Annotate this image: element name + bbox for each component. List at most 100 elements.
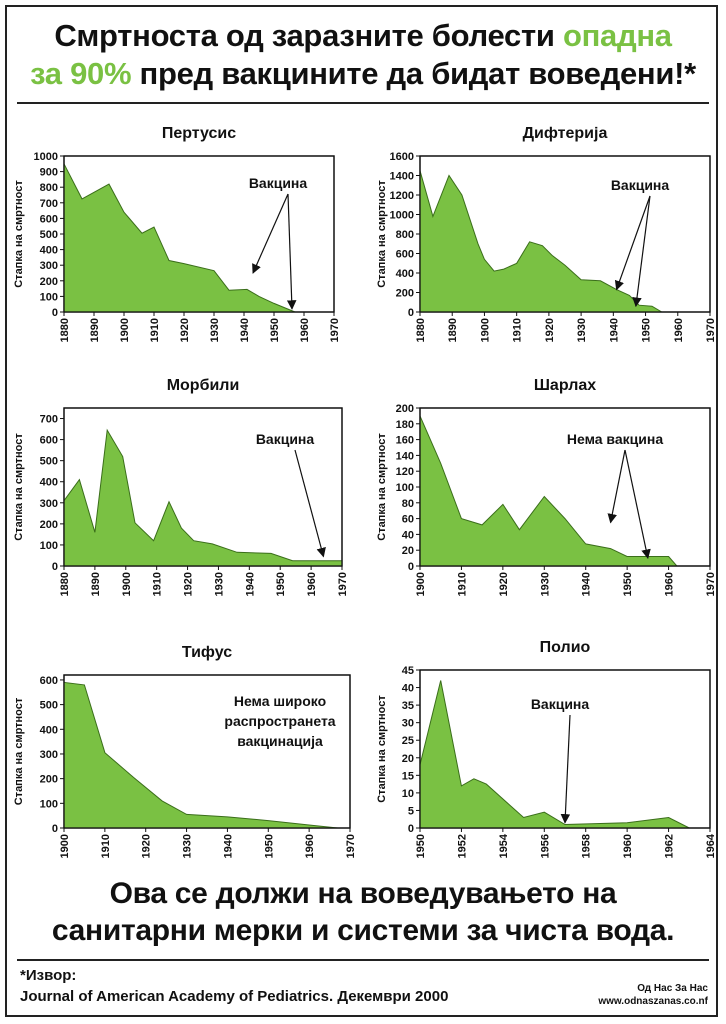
y-tick-label: 0 <box>52 823 58 835</box>
x-tick-label: 1880 <box>59 318 71 342</box>
x-tick-label: 1960 <box>622 834 634 858</box>
x-tick-label: 1960 <box>664 572 676 596</box>
area-series <box>63 428 343 567</box>
y-tick-label: 400 <box>40 245 58 257</box>
x-tick-label: 1920 <box>498 572 510 596</box>
x-tick-label: 1940 <box>222 834 234 858</box>
brand-url: www.odnaszanas.co.nf <box>598 996 708 1007</box>
x-tick-label: 1960 <box>306 572 318 596</box>
x-tick-label: 1950 <box>622 572 634 596</box>
y-tick-label: 60 <box>402 514 414 526</box>
source-label: *Извор: <box>20 967 77 984</box>
x-tick-label: 1950 <box>269 318 281 342</box>
y-tick-label: 400 <box>40 477 58 489</box>
x-tick-label: 1920 <box>183 572 195 596</box>
x-tick-label: 1930 <box>539 572 551 596</box>
y-tick-label: 200 <box>40 276 58 288</box>
chart-typhoid: Тифус 0 100 200 300 400 500 600 1900 1910 1920 1930… <box>13 644 357 858</box>
chart-title: Полио <box>540 639 591 656</box>
y-tick-label: 1600 <box>390 151 414 163</box>
y-tick-label: 0 <box>52 307 58 319</box>
y-tick-label: 400 <box>396 268 414 280</box>
y-tick-label: 35 <box>402 700 414 712</box>
y-tick-label: 500 <box>40 700 58 712</box>
chart-scarlet-fever: Шарлах 0 20 40 60 80 100 120 140 160 180 200 1900 191… <box>376 377 717 596</box>
x-tick-label: 1970 <box>329 318 341 342</box>
x-tick-label: 1970 <box>345 834 357 858</box>
headline-highlight: опадна <box>562 18 672 53</box>
y-tick-label: 400 <box>40 724 58 736</box>
headline-line-2: за 90% пред вакцините да бидат воведени!… <box>30 56 696 91</box>
chart-measles: Морбили 0 100 200 300 400 500 600 700 1880 1890 190… <box>13 377 349 596</box>
y-tick-label: 45 <box>402 665 414 677</box>
y-tick-label: 700 <box>40 414 58 426</box>
divider-bottom <box>17 959 709 961</box>
x-tick-label: 1930 <box>209 318 221 342</box>
annotation-arrow <box>560 714 571 824</box>
y-tick-label: 1000 <box>34 151 58 163</box>
x-tick-label: 1910 <box>456 572 468 596</box>
chart-diphtheria: Дифтерија 0 200 400 600 800 1000 1200 1400 1600 18… <box>376 125 717 342</box>
x-tick-label: 1940 <box>239 318 251 342</box>
annotation-arrow <box>624 449 651 560</box>
annotation-label: распространета <box>224 713 335 729</box>
x-tick-label: 1940 <box>244 572 256 596</box>
x-tick-label: 1910 <box>512 318 524 342</box>
chart-pertussis: Пертусис 0 100 200 300 400 500 600 700 800 900 1000… <box>13 125 341 342</box>
x-tick-label: 1950 <box>263 834 275 858</box>
x-tick-label: 1950 <box>641 318 653 342</box>
annotation-arrow <box>607 449 626 524</box>
x-tick-label: 1960 <box>299 318 311 342</box>
footer-line-2: санитарни мерки и системи за чиста вода. <box>51 914 675 947</box>
y-tick-label: 160 <box>396 435 414 447</box>
y-tick-label: 1000 <box>390 210 414 222</box>
x-tick-label: 1962 <box>664 834 676 858</box>
y-tick-label: 100 <box>40 798 58 810</box>
chart-title: Дифтерија <box>523 125 608 142</box>
y-tick-label: 20 <box>402 545 414 557</box>
x-tick-label: 1952 <box>456 834 468 858</box>
y-tick-label: 0 <box>52 561 58 573</box>
x-tick-label: 1964 <box>705 833 717 858</box>
y-tick-label: 600 <box>40 435 58 447</box>
x-tick-label: 1890 <box>90 572 102 596</box>
x-tick-label: 1950 <box>275 572 287 596</box>
annotation-label: Нема широко <box>234 693 326 709</box>
y-axis-label: Стапка на смртност <box>13 433 25 541</box>
y-tick-label: 100 <box>40 540 58 552</box>
chart-title: Пертусис <box>162 125 236 142</box>
y-tick-label: 80 <box>402 498 414 510</box>
x-tick-label: 1880 <box>59 572 71 596</box>
y-tick-label: 100 <box>396 482 414 494</box>
x-tick-label: 1956 <box>539 834 551 858</box>
x-tick-label: 1910 <box>149 318 161 342</box>
y-tick-label: 300 <box>40 749 58 761</box>
chart-title: Шарлах <box>534 377 596 394</box>
x-tick-label: 1930 <box>213 572 225 596</box>
y-tick-label: 500 <box>40 229 58 241</box>
y-tick-label: 900 <box>40 167 58 179</box>
annotation-arrow <box>252 193 289 274</box>
y-tick-label: 200 <box>396 288 414 300</box>
annotation-label: Вакцина <box>249 175 308 191</box>
y-tick-label: 5 <box>408 805 414 817</box>
x-tick-label: 1960 <box>673 318 685 342</box>
y-tick-label: 200 <box>396 403 414 415</box>
y-tick-label: 25 <box>402 735 414 747</box>
x-tick-label: 1954 <box>498 833 510 858</box>
annotation-label: Вакцина <box>611 177 670 193</box>
y-tick-label: 300 <box>40 260 58 272</box>
x-tick-label: 1900 <box>415 572 427 596</box>
x-tick-label: 1900 <box>479 318 491 342</box>
y-axis-label: Стапка на смртност <box>13 697 25 805</box>
y-tick-label: 120 <box>396 466 414 478</box>
x-tick-label: 1910 <box>100 834 112 858</box>
y-tick-label: 1400 <box>390 171 414 183</box>
x-tick-label: 1950 <box>415 834 427 858</box>
y-tick-label: 0 <box>408 823 414 835</box>
y-tick-label: 600 <box>40 213 58 225</box>
y-axis-label: Стапка на смртност <box>13 180 25 288</box>
y-axis-label: Стапка на смртност <box>376 180 388 288</box>
annotation-arrow <box>614 195 651 291</box>
poster-border <box>5 5 718 1017</box>
